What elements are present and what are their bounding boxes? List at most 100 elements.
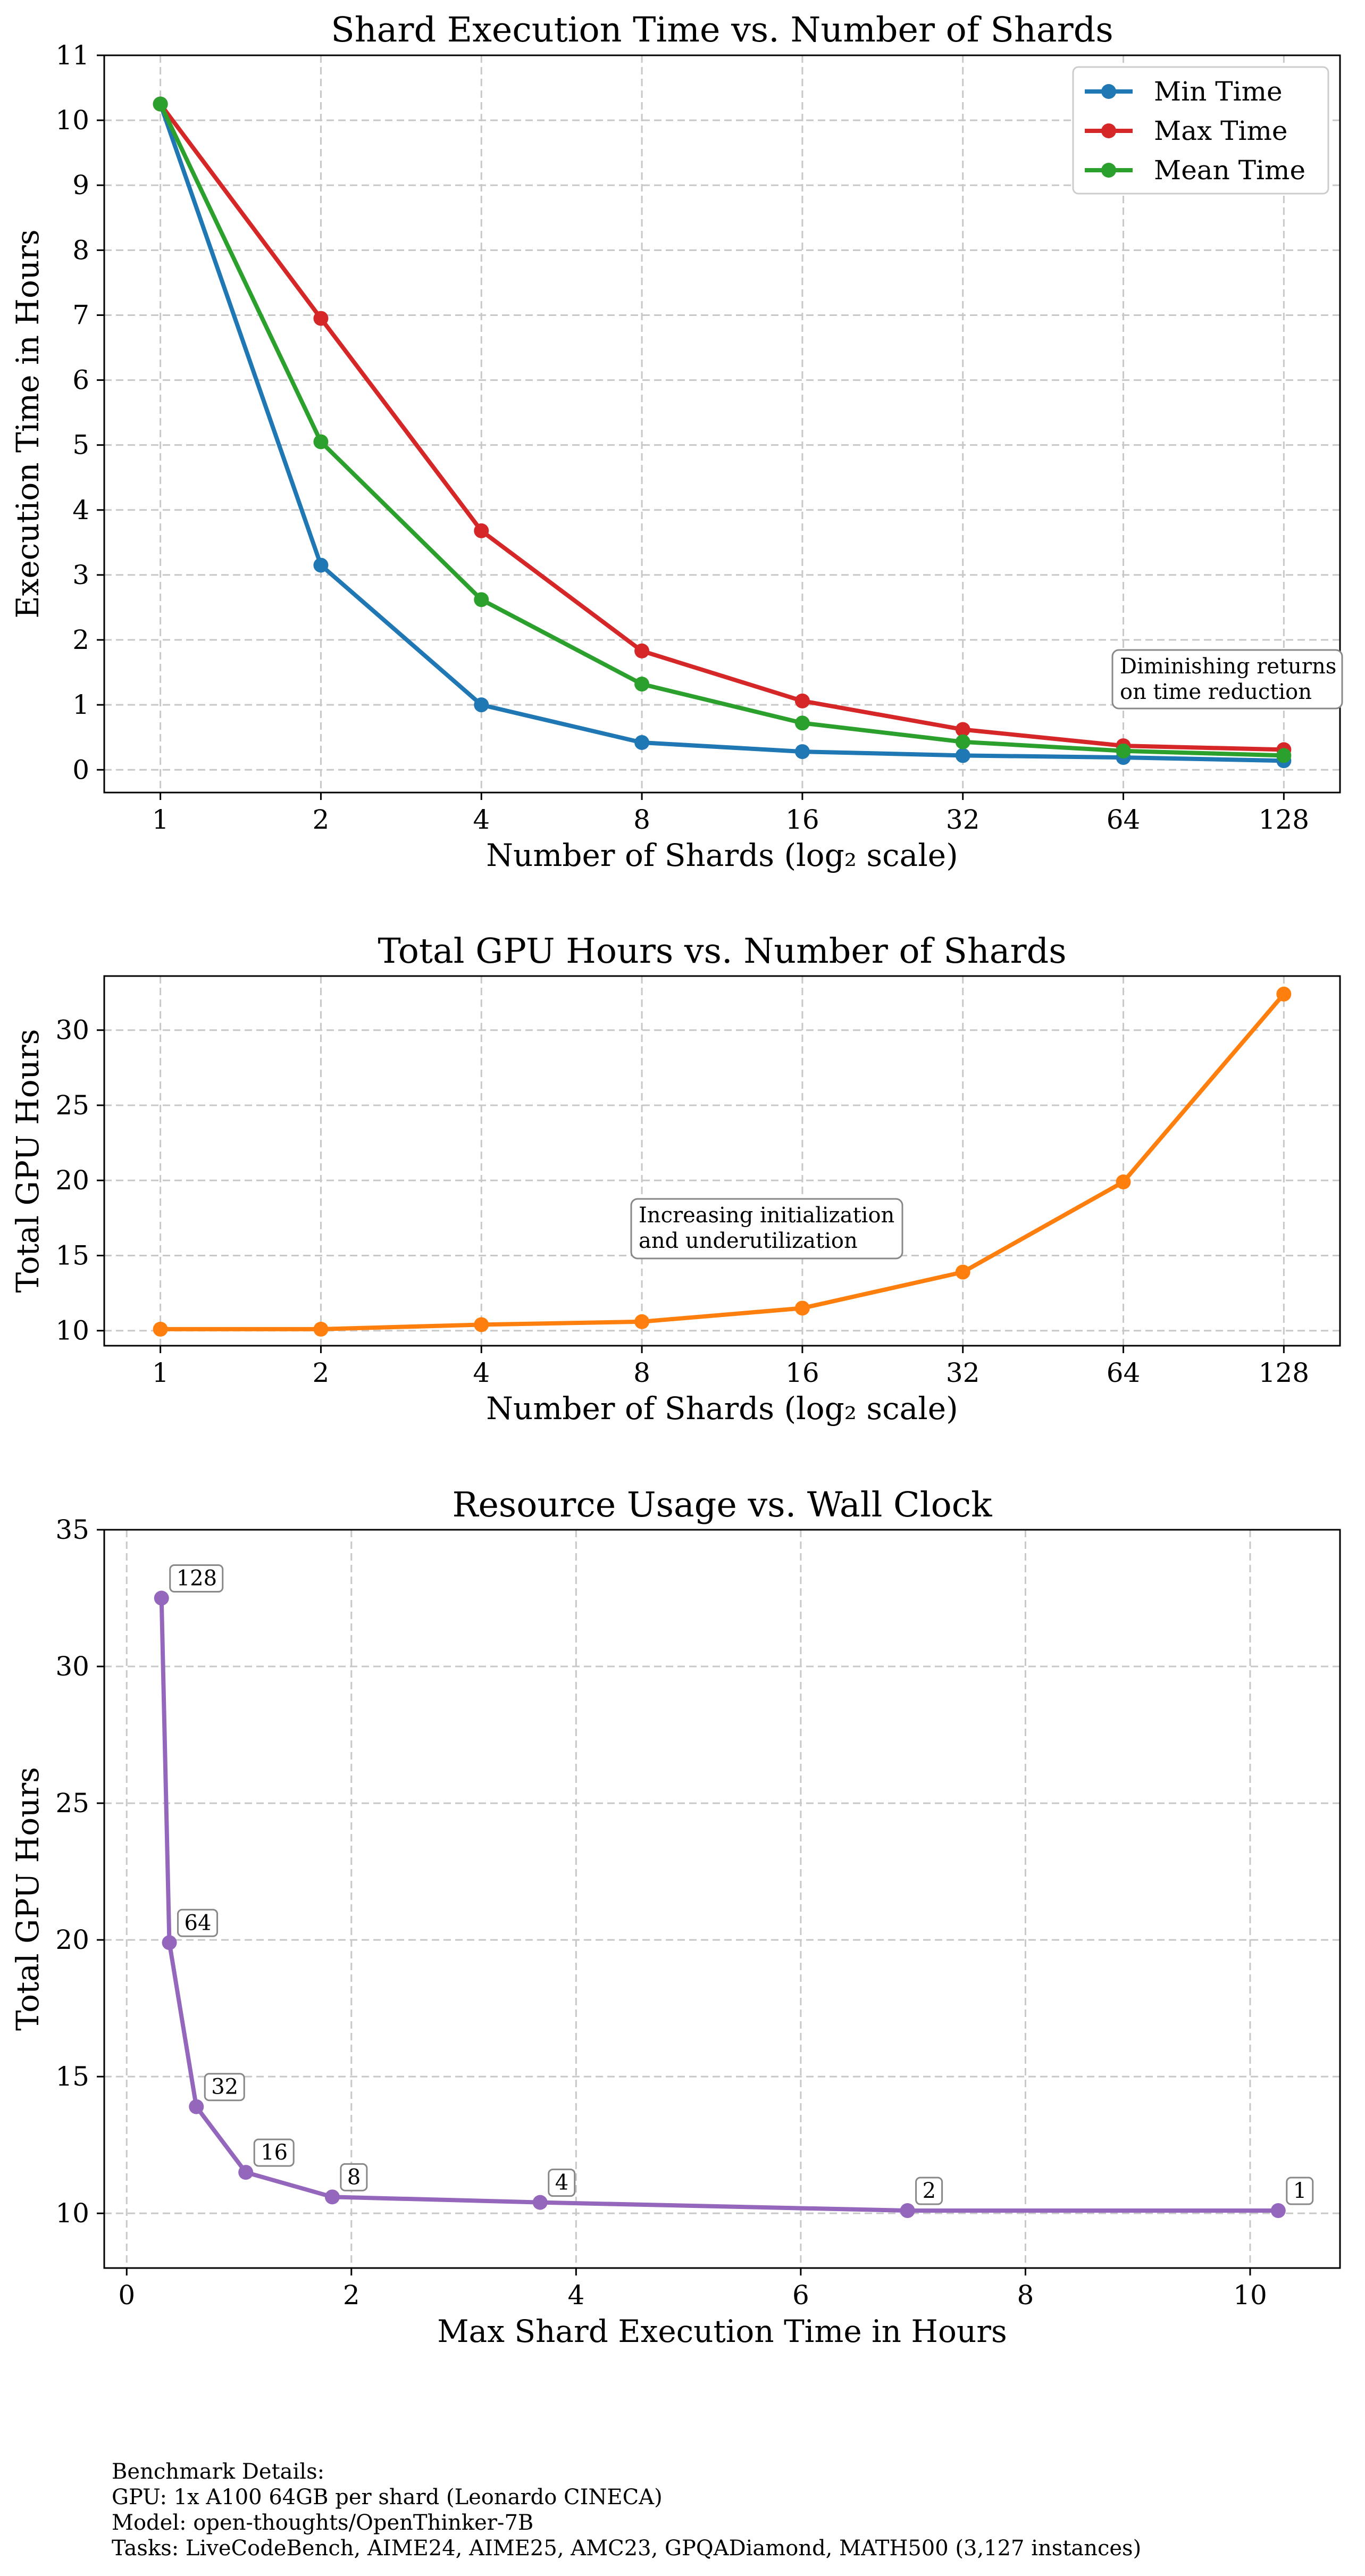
point-label-box [340,2163,368,2191]
data-point [1116,743,1131,758]
x-tick-label: 32 [946,1357,980,1388]
y-tick-label: 2 [72,624,89,655]
y-axis-label: Total GPU Hours [10,1029,46,1293]
y-tick-label: 10 [55,105,89,136]
y-tick-label: 5 [72,430,89,461]
x-tick-label: 128 [1259,1357,1309,1388]
data-point [634,677,650,692]
data-point [1276,748,1292,763]
point-label: 2 [923,2179,936,2203]
data-point [634,1314,650,1329]
point-label: 4 [555,2171,568,2195]
data-point [474,1317,489,1332]
series-line-1-0 [160,993,1286,1331]
x-tick-label: 8 [1017,2280,1034,2311]
footer-line: Tasks: LiveCodeBench, AIME24, AIME25, AM… [112,2536,1141,2561]
y-tick-label: 25 [55,1788,89,1819]
legend-swatch-marker [1101,84,1116,99]
x-axis-label: Max Shard Execution Time in Hours [437,2313,1007,2349]
series-line-0-0 [158,103,1284,763]
chart-title: Resource Usage vs. Wall Clock [453,1485,993,1525]
data-point [532,2195,548,2210]
x-tick-label: 32 [946,804,980,835]
series-line-0-1 [158,103,1284,752]
x-axis-label: Number of Shards (log₂ scale) [486,837,958,873]
x-tick-label: 16 [785,804,819,835]
x-tick-label: 2 [313,1357,330,1388]
benchmark-details: Benchmark Details:GPU: 1x A100 64GB per … [112,2460,1141,2561]
gpu-hours-chart: 1 2 4 8 16 32 64 128 10 15 20 25 30 Total GPU Hours v… [10,931,1341,1427]
data-point [634,643,650,658]
footer-line: GPU: 1x A100 64GB per shard (Leonardo CI… [112,2485,663,2510]
x-tick-label: 8 [633,804,650,835]
annotation-line: Increasing initialization [639,1203,894,1228]
x-tick-label: 2 [343,2280,360,2311]
legend-label: Max Time [1154,115,1287,146]
point-label: 32 [211,2075,238,2099]
y-tick-label: 9 [72,170,89,201]
y-tick-label: 15 [55,2061,89,2092]
point-label-box [169,1564,224,1593]
data-point [955,734,970,749]
data-point [900,2203,915,2219]
annotation-box [630,1198,903,1260]
data-point [313,557,329,573]
x-tick-label: 10 [1233,2280,1267,2311]
data-point [634,735,650,750]
data-point [794,744,810,760]
point-label: 128 [177,1566,217,1591]
point-label-box [548,2169,576,2197]
data-point [474,523,489,538]
x-tick-label: 1 [152,804,169,835]
y-axis-label: Execution Time in Hours [10,229,46,618]
plot-frame [103,1529,1341,2269]
legend-swatch-marker [1101,123,1116,138]
resource-usage-chart: 0 2 4 6 8 10 10 15 20 25 30 35 Resource Usage vs. Wa… [10,1485,1341,2349]
x-tick-label: 128 [1259,804,1309,835]
point-label: 8 [347,2165,361,2189]
x-tick-label: 4 [473,804,490,835]
series-line-2-0 [159,1598,1278,2213]
y-tick-label: 35 [55,1514,89,1545]
legend-box [1072,66,1329,195]
data-point [955,1264,970,1280]
y-axis-label: Total GPU Hours [10,1767,46,2031]
point-label-box [204,2073,245,2102]
legend-swatch-marker [1101,163,1116,178]
x-axis-label: Number of Shards (log₂ scale) [486,1390,958,1427]
point-label: 16 [261,2140,288,2165]
data-point [189,2099,204,2114]
data-point [1276,986,1292,1002]
legend-label: Mean Time [1154,155,1305,186]
data-point [238,2165,254,2180]
y-tick-label: 3 [72,560,89,590]
data-point [324,2189,340,2205]
point-label: 64 [185,1911,212,1935]
annotation-line: and underutilization [639,1229,858,1253]
footer-line: Model: open-thoughts/OpenThinker-7B [112,2511,533,2535]
data-point [955,748,970,763]
data-point [153,96,168,112]
data-point [1270,2203,1286,2219]
data-point [162,1935,177,1950]
x-tick-label: 16 [785,1357,819,1388]
point-label-box [177,1908,219,1937]
data-point [313,434,329,449]
chart-title: Shard Execution Time vs. Number of Shard… [331,10,1113,50]
x-tick-label: 64 [1107,1357,1141,1388]
y-tick-label: 0 [72,754,89,785]
point-label-box [915,2177,943,2205]
data-point [794,1300,810,1316]
x-tick-label: 2 [313,804,330,835]
series-line-0-2 [158,103,1284,758]
x-tick-label: 6 [792,2280,809,2311]
y-tick-label: 30 [55,1015,89,1046]
plot-frame [103,54,1341,794]
y-tick-label: 1 [72,689,89,720]
y-tick-label: 20 [55,1924,89,1955]
data-point [1116,1174,1131,1190]
annotation-line: on time reduction [1120,680,1312,704]
annotation-line: Diminishing returns [1120,654,1336,679]
legend-label: Min Time [1154,76,1283,107]
y-tick-label: 7 [72,299,89,330]
